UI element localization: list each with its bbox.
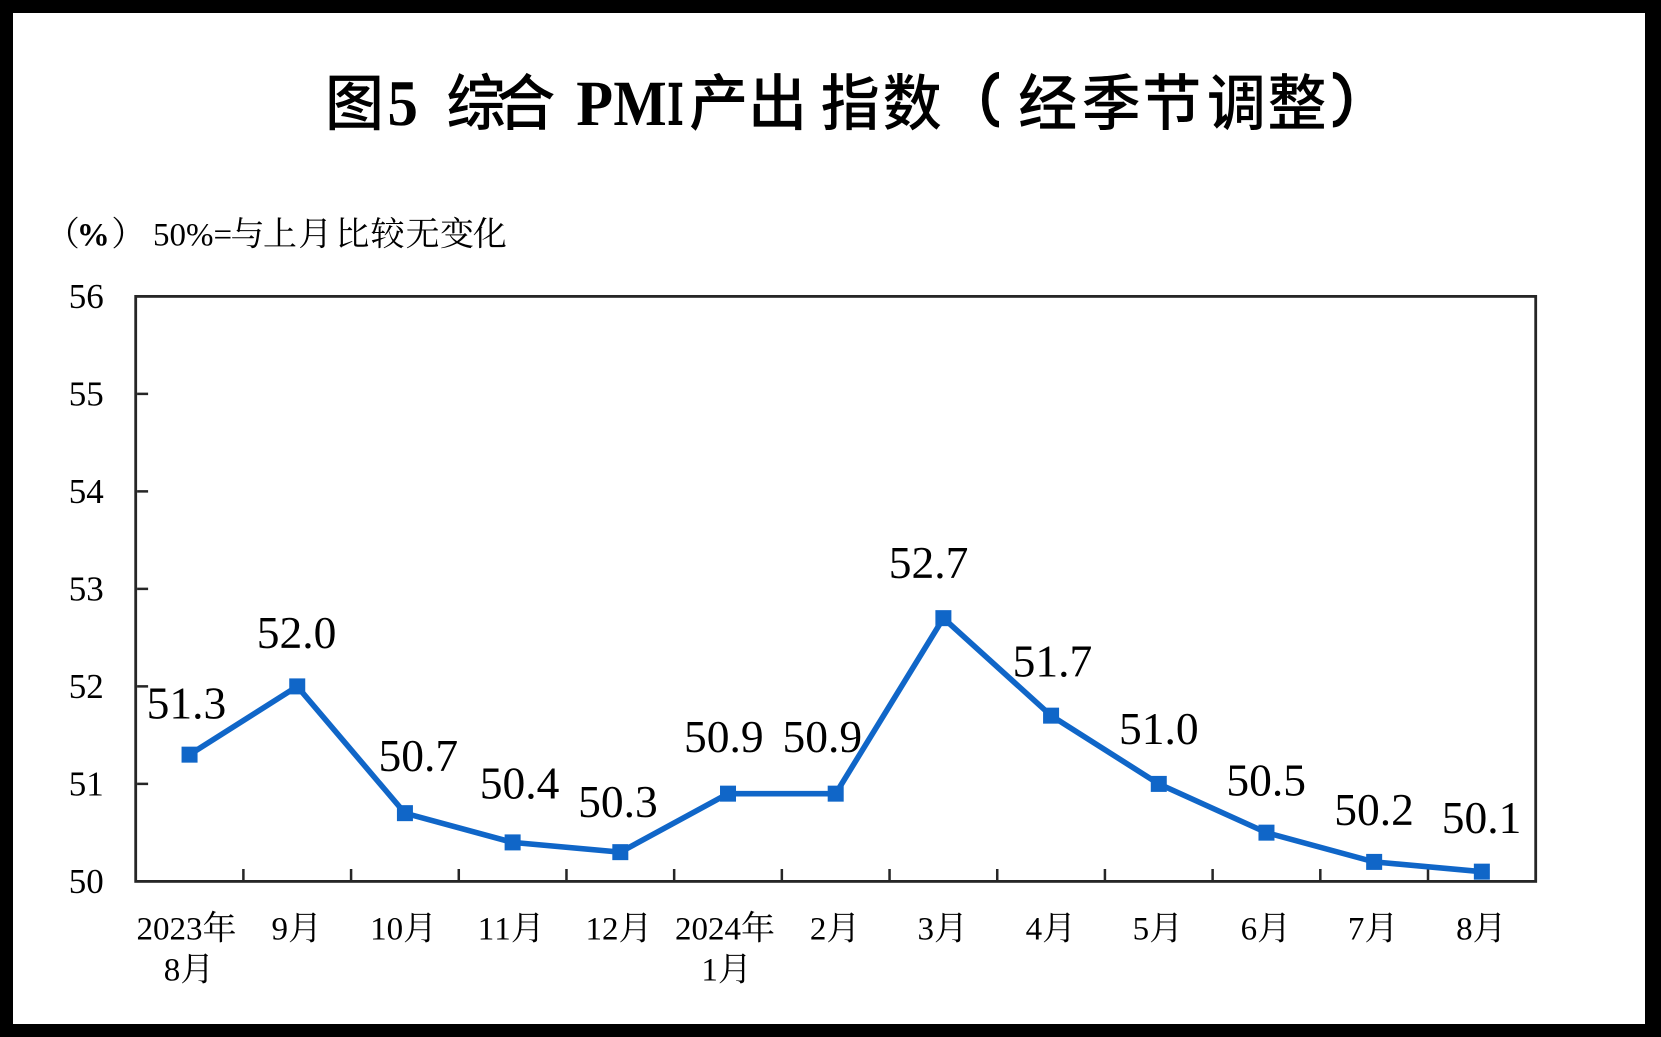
svg-text:50.4: 50.4 <box>480 758 560 809</box>
svg-text:7: 7 <box>1348 912 1365 948</box>
svg-text:3: 3 <box>917 912 934 948</box>
svg-text:50.9: 50.9 <box>782 711 862 762</box>
svg-text:56: 56 <box>69 277 104 316</box>
svg-text:51.3: 51.3 <box>147 678 227 729</box>
svg-text:2024: 2024 <box>675 912 741 948</box>
svg-text:51.7: 51.7 <box>1013 635 1093 686</box>
svg-text:52.7: 52.7 <box>889 537 969 588</box>
svg-text:10: 10 <box>370 912 403 948</box>
svg-text:2023: 2023 <box>137 912 203 948</box>
svg-text:50.5: 50.5 <box>1226 754 1306 805</box>
svg-text:52.0: 52.0 <box>257 607 337 658</box>
svg-text:50.1: 50.1 <box>1442 792 1522 843</box>
svg-text:50%=: 50%= <box>153 218 232 254</box>
svg-text:12: 12 <box>585 912 618 948</box>
svg-text:5: 5 <box>1133 912 1150 948</box>
svg-text:50.7: 50.7 <box>378 730 458 781</box>
svg-text:51: 51 <box>69 764 104 803</box>
svg-text:53: 53 <box>69 569 104 608</box>
svg-text:50.9: 50.9 <box>684 711 764 762</box>
svg-text:52: 52 <box>69 667 104 706</box>
svg-text:50.3: 50.3 <box>578 776 658 827</box>
svg-text:50.2: 50.2 <box>1334 784 1414 835</box>
svg-text:51.0: 51.0 <box>1119 703 1199 754</box>
svg-text:54: 54 <box>69 472 104 511</box>
svg-text:9: 9 <box>272 912 289 948</box>
svg-text:6: 6 <box>1241 912 1258 948</box>
svg-text:%: % <box>77 218 110 254</box>
svg-text:8: 8 <box>164 953 181 989</box>
svg-text:11: 11 <box>478 912 511 948</box>
svg-text:50: 50 <box>69 862 104 901</box>
svg-text:4: 4 <box>1026 912 1043 948</box>
svg-text:1: 1 <box>701 953 718 989</box>
svg-text:8: 8 <box>1456 912 1473 948</box>
svg-text:55: 55 <box>69 374 104 413</box>
svg-text:2: 2 <box>810 912 827 948</box>
